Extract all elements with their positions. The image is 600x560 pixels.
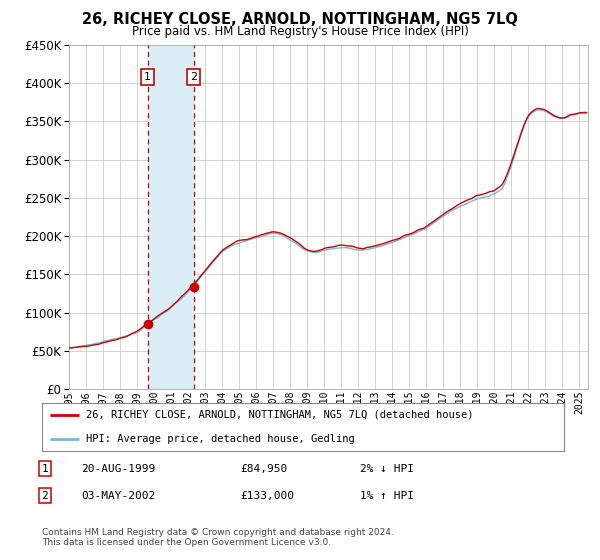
- Text: 2: 2: [190, 72, 197, 82]
- Text: 1: 1: [41, 464, 49, 474]
- Text: £133,000: £133,000: [240, 491, 294, 501]
- Text: Price paid vs. HM Land Registry's House Price Index (HPI): Price paid vs. HM Land Registry's House …: [131, 25, 469, 38]
- Text: 2% ↓ HPI: 2% ↓ HPI: [360, 464, 414, 474]
- Text: 2: 2: [41, 491, 49, 501]
- Text: HPI: Average price, detached house, Gedling: HPI: Average price, detached house, Gedl…: [86, 435, 355, 445]
- Text: Contains HM Land Registry data © Crown copyright and database right 2024.
This d: Contains HM Land Registry data © Crown c…: [42, 528, 394, 547]
- Text: 03-MAY-2002: 03-MAY-2002: [81, 491, 155, 501]
- Bar: [148, 45, 194, 389]
- Text: 26, RICHEY CLOSE, ARNOLD, NOTTINGHAM, NG5 7LQ (detached house): 26, RICHEY CLOSE, ARNOLD, NOTTINGHAM, NG…: [86, 409, 474, 419]
- Text: 1% ↑ HPI: 1% ↑ HPI: [360, 491, 414, 501]
- Text: 1: 1: [144, 72, 151, 82]
- Text: 26, RICHEY CLOSE, ARNOLD, NOTTINGHAM, NG5 7LQ: 26, RICHEY CLOSE, ARNOLD, NOTTINGHAM, NG…: [82, 12, 518, 27]
- Text: 20-AUG-1999: 20-AUG-1999: [81, 464, 155, 474]
- Text: £84,950: £84,950: [240, 464, 287, 474]
